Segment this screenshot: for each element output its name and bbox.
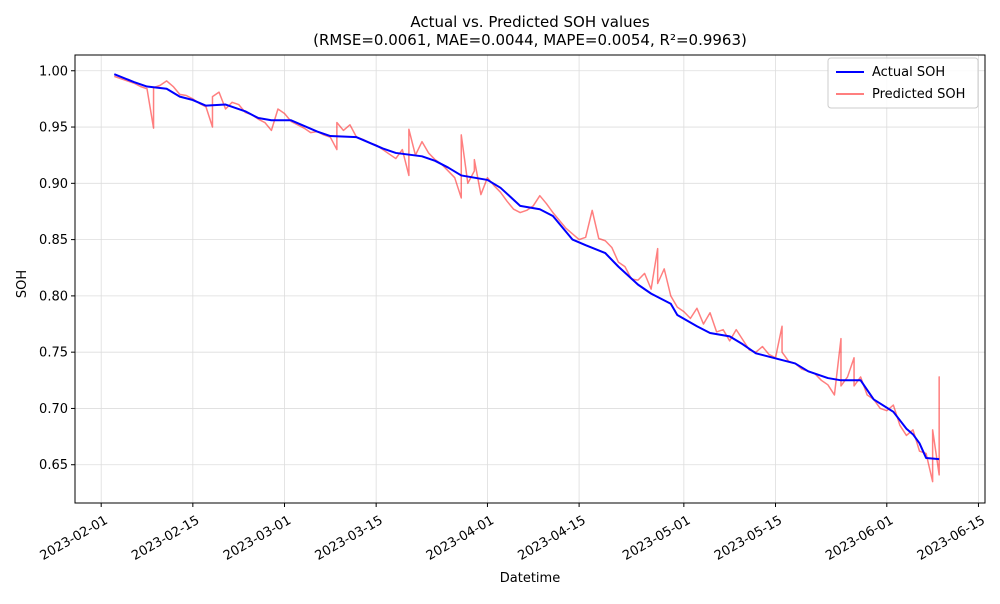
chart-title: Actual vs. Predicted SOH values bbox=[410, 13, 650, 31]
legend-label-predicted: Predicted SOH bbox=[872, 87, 965, 102]
x-tick-label: 2023-02-15 bbox=[129, 513, 202, 564]
x-tick-label: 2023-04-15 bbox=[516, 513, 589, 564]
legend: Actual SOH Predicted SOH bbox=[827, 57, 979, 109]
legend-label-actual: Actual SOH bbox=[872, 65, 945, 80]
y-tick-label: 0.80 bbox=[39, 289, 68, 304]
plot-area-frame bbox=[74, 54, 986, 504]
actual-soh-line bbox=[113, 73, 940, 461]
x-tick-label: 2023-05-01 bbox=[620, 513, 693, 564]
legend-box bbox=[827, 57, 979, 109]
y-tick-label: 0.70 bbox=[39, 402, 68, 417]
x-tick-label: 2023-06-15 bbox=[915, 513, 988, 564]
y-axis-label: SOH bbox=[15, 270, 30, 298]
chart-subtitle: (RMSE=0.0061, MAE=0.0044, MAPE=0.0054, R… bbox=[313, 31, 747, 49]
x-tick-label: 2023-05-15 bbox=[712, 513, 785, 564]
x-tick-label: 2023-02-01 bbox=[38, 513, 111, 564]
x-tick-label: 2023-04-01 bbox=[424, 513, 497, 564]
predicted-soh-line bbox=[114, 75, 940, 483]
x-axis-label: Datetime bbox=[500, 571, 560, 586]
x-tick-label: 2023-03-01 bbox=[221, 513, 294, 564]
y-tick-label: 0.85 bbox=[39, 233, 68, 248]
y-tick-label: 0.90 bbox=[39, 177, 68, 192]
series-layer bbox=[113, 73, 940, 483]
y-tick-label: 0.95 bbox=[39, 121, 68, 136]
x-tick-label: 2023-06-01 bbox=[823, 513, 896, 564]
y-tick-label: 1.00 bbox=[39, 64, 68, 79]
y-tick-label: 0.65 bbox=[39, 458, 68, 473]
axis-layer: 2023-02-01 2023-02-15 2023-03-01 2023-03-15… bbox=[38, 64, 988, 564]
x-tick-label: 2023-03-15 bbox=[313, 513, 386, 564]
y-tick-label: 0.75 bbox=[39, 346, 68, 361]
grid-layer bbox=[75, 55, 985, 503]
